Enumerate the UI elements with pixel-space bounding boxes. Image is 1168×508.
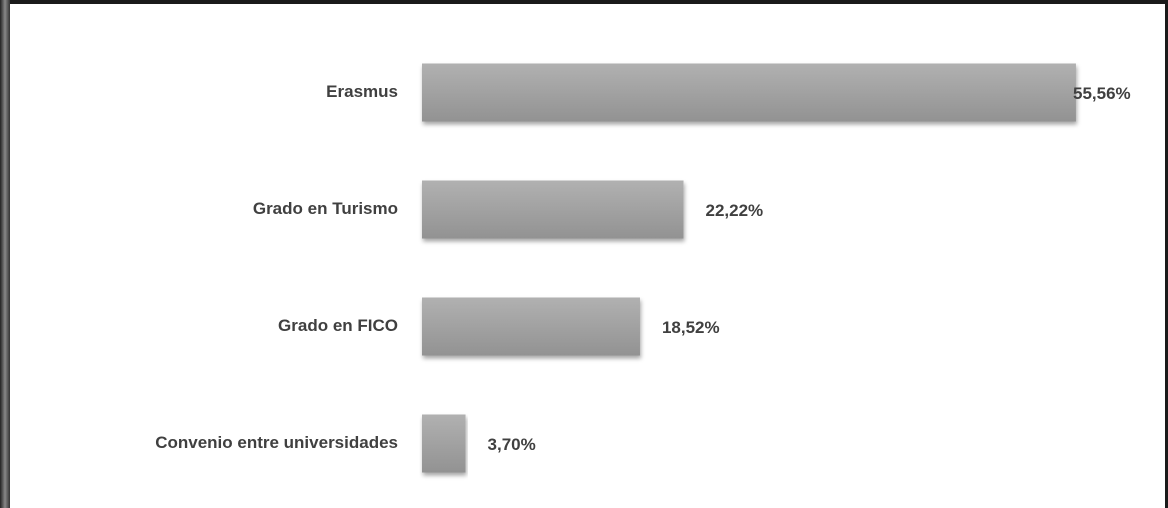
bar-group <box>422 180 684 239</box>
bar-shade <box>422 180 684 239</box>
bar-group <box>422 63 1076 122</box>
frame-left <box>0 0 10 508</box>
category-label: Erasmus <box>326 82 398 101</box>
category-label: Grado en FICO <box>278 316 398 335</box>
bar-shade <box>422 297 640 356</box>
category-label: Grado en Turismo <box>253 199 398 218</box>
value-label: 18,52% <box>662 318 720 337</box>
bar-shade <box>422 63 1076 122</box>
frame-right <box>1165 0 1168 508</box>
category-label: Convenio entre universidades <box>155 433 398 452</box>
plot-area: Erasmus 55,56% Grado en Turismo 22,22% Grado… <box>155 63 1131 473</box>
bar-group <box>422 297 640 356</box>
value-label: 3,70% <box>488 435 536 454</box>
value-label: 22,22% <box>706 201 764 220</box>
bar-shade <box>422 414 466 473</box>
bar-group <box>422 414 466 473</box>
value-label: 55,56% <box>1073 84 1131 103</box>
frame-top <box>0 0 1168 4</box>
